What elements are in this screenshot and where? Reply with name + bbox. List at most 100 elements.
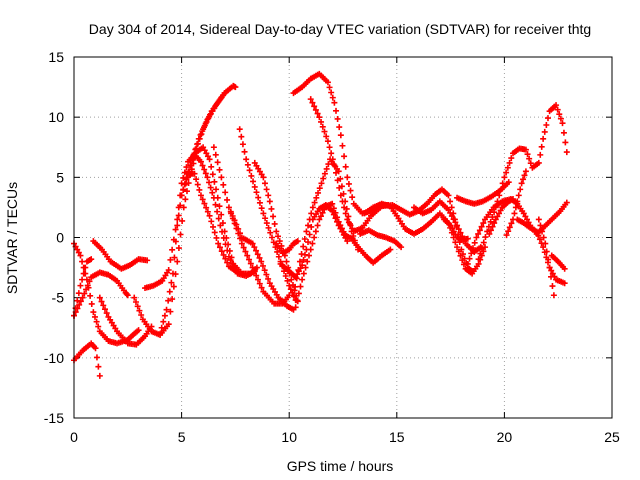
data-point: [324, 79, 331, 86]
data-point: [169, 246, 176, 253]
data-point: [506, 224, 513, 231]
data-point: [475, 230, 482, 237]
data-point: [212, 151, 219, 158]
series-track-16: [273, 238, 301, 257]
data-point: [167, 256, 174, 263]
data-point: [522, 146, 529, 153]
data-point: [171, 254, 178, 261]
data-point: [523, 216, 530, 223]
data-point: [508, 155, 515, 162]
data-point: [464, 235, 471, 242]
data-point: [100, 302, 107, 309]
data-point: [479, 245, 486, 252]
data-point: [163, 306, 170, 313]
data-point: [514, 198, 521, 205]
data-point: [326, 84, 333, 91]
data-point: [332, 209, 339, 216]
data-point: [247, 260, 254, 267]
data-point: [165, 297, 172, 304]
data-point: [210, 194, 217, 201]
data-point: [452, 231, 459, 238]
data-point: [305, 222, 312, 229]
y-ticks: -15 -10 -5 0 5 10 15: [44, 49, 612, 426]
data-point: [477, 250, 484, 257]
data-point: [201, 147, 208, 154]
data-point: [234, 269, 241, 276]
data-point: [261, 180, 268, 187]
series-track-25: [441, 216, 471, 243]
data-point: [228, 210, 235, 217]
series-track-2: [71, 340, 103, 379]
data-point: [249, 264, 256, 271]
data-point: [337, 222, 344, 229]
series-track-30: [503, 168, 529, 239]
data-point: [300, 270, 307, 277]
series-track-11: [182, 90, 228, 187]
data-point: [533, 228, 540, 235]
data-point: [305, 239, 312, 246]
data-point: [237, 235, 244, 242]
data-point: [165, 321, 172, 328]
plot-frame: [73, 56, 613, 419]
data-point: [255, 194, 262, 201]
series-track-21: [307, 96, 476, 275]
data-point: [96, 294, 103, 301]
data-point: [541, 128, 548, 135]
data-point: [518, 180, 525, 187]
data-point: [239, 141, 246, 148]
data-point: [464, 260, 471, 267]
data-point: [75, 290, 82, 297]
data-point: [457, 229, 464, 236]
data-point: [313, 194, 320, 201]
data-point: [503, 232, 510, 239]
data-point: [216, 166, 223, 173]
data-point: [328, 89, 335, 96]
data-point: [447, 198, 454, 205]
data-point: [478, 223, 485, 230]
data-point: [192, 146, 199, 153]
data-point: [175, 245, 182, 252]
data-point: [308, 223, 315, 230]
data-point: [207, 111, 214, 118]
data-point: [560, 129, 567, 136]
data-point: [246, 256, 253, 263]
data-point: [216, 203, 223, 210]
data-point: [520, 176, 527, 183]
data-point: [194, 181, 201, 188]
data-point: [294, 238, 301, 245]
data-point: [263, 220, 270, 227]
data-point: [265, 275, 272, 282]
data-point: [469, 245, 476, 252]
data-point: [193, 176, 200, 183]
data-point: [341, 153, 348, 160]
data-point: [174, 216, 181, 223]
series-track-12: [210, 144, 297, 313]
data-point: [101, 306, 108, 313]
data-point: [220, 251, 227, 258]
data-point: [172, 238, 179, 245]
data-point: [209, 189, 216, 196]
data-point: [206, 179, 213, 186]
data-point: [318, 180, 325, 187]
data-point: [329, 200, 336, 207]
data-point: [193, 145, 200, 152]
data-point: [304, 258, 311, 265]
data-point: [522, 213, 529, 220]
data-point: [219, 228, 226, 235]
data-point: [298, 251, 305, 258]
data-point: [275, 233, 282, 240]
data-point: [266, 198, 273, 205]
data-point: [242, 248, 249, 255]
data-point: [218, 248, 225, 255]
data-point: [260, 210, 267, 217]
series-track-19: [292, 200, 394, 311]
series-track-33: [548, 252, 568, 272]
data-point: [132, 298, 139, 305]
data-point: [82, 264, 89, 271]
data-point: [487, 227, 494, 234]
x-tick-label: 25: [604, 429, 620, 445]
y-tick-label: -10: [44, 350, 64, 366]
data-point: [300, 256, 307, 263]
data-point: [263, 186, 270, 193]
data-point: [445, 206, 452, 213]
